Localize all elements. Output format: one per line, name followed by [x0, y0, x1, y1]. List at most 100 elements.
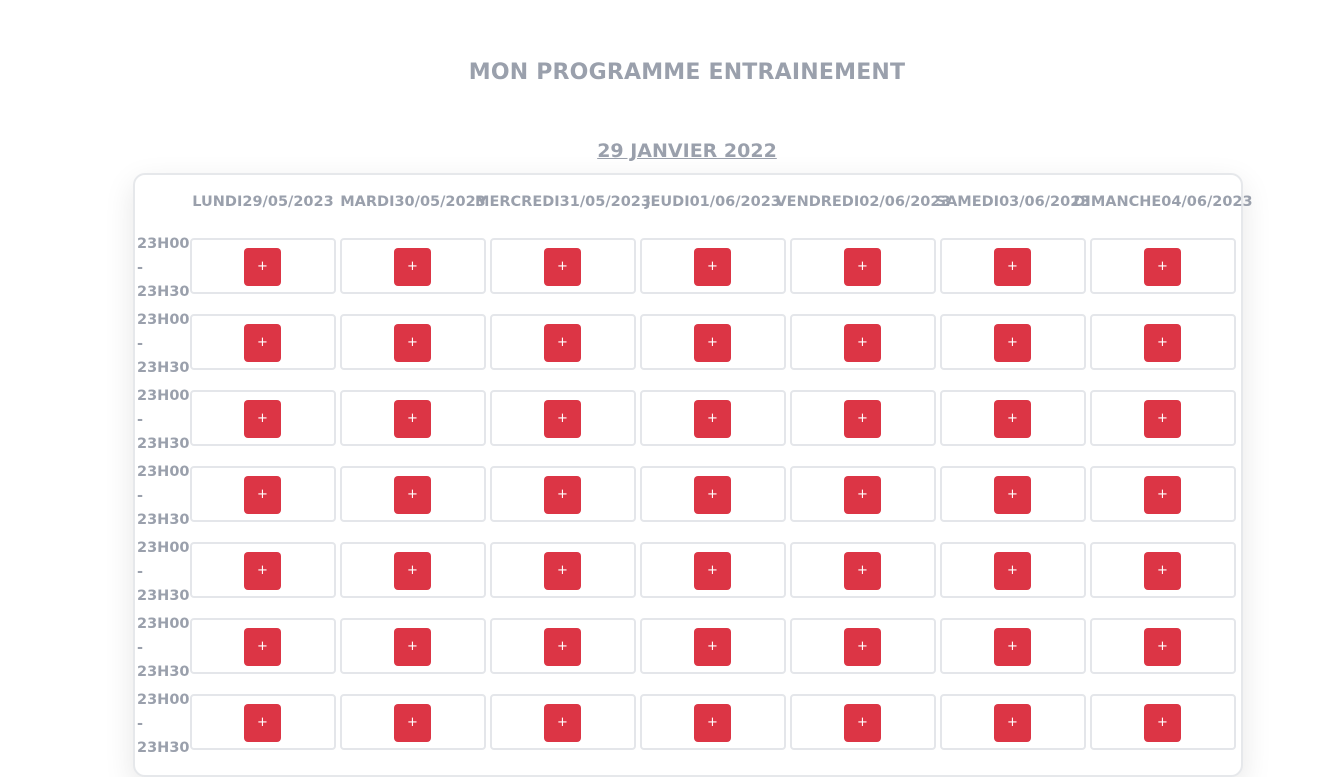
slot-cell-dimanche[interactable]: +: [1090, 694, 1236, 750]
add-session-button[interactable]: +: [844, 628, 881, 666]
add-session-button[interactable]: +: [844, 400, 881, 438]
slot-cell-lundi[interactable]: +: [190, 542, 336, 598]
slot-cell-dimanche[interactable]: +: [1090, 314, 1236, 370]
slot-cell-vendredi[interactable]: +: [790, 238, 936, 294]
add-session-button[interactable]: +: [1144, 552, 1181, 590]
slot-cell-mercredi[interactable]: +: [490, 314, 636, 370]
slot-cell-lundi[interactable]: +: [190, 618, 336, 674]
slot-cell-lundi[interactable]: +: [190, 314, 336, 370]
add-session-button[interactable]: +: [1144, 704, 1181, 742]
slot-cell-vendredi[interactable]: +: [790, 618, 936, 674]
add-session-button[interactable]: +: [244, 704, 281, 742]
slot-cell-vendredi[interactable]: +: [790, 466, 936, 522]
add-session-button[interactable]: +: [694, 628, 731, 666]
add-session-button[interactable]: +: [994, 476, 1031, 514]
slot-cell-jeudi[interactable]: +: [640, 314, 786, 370]
slot-cell-mercredi[interactable]: +: [490, 694, 636, 750]
add-session-button[interactable]: +: [844, 324, 881, 362]
slot-cell-dimanche[interactable]: +: [1090, 466, 1236, 522]
add-session-button[interactable]: +: [844, 248, 881, 286]
add-session-button[interactable]: +: [244, 476, 281, 514]
slot-cell-jeudi[interactable]: +: [640, 694, 786, 750]
slot-cell-mardi[interactable]: +: [340, 238, 486, 294]
slot-cell-samedi[interactable]: +: [940, 466, 1086, 522]
add-session-button[interactable]: +: [1144, 400, 1181, 438]
add-session-button[interactable]: +: [544, 400, 581, 438]
slot-cell-mercredi[interactable]: +: [490, 238, 636, 294]
add-session-button[interactable]: +: [394, 552, 431, 590]
slot-cell-lundi[interactable]: +: [190, 238, 336, 294]
add-session-button[interactable]: +: [244, 400, 281, 438]
add-session-button[interactable]: +: [394, 476, 431, 514]
slot-cell-jeudi[interactable]: +: [640, 542, 786, 598]
slot-cell-jeudi[interactable]: +: [640, 618, 786, 674]
add-session-button[interactable]: +: [994, 248, 1031, 286]
add-session-button[interactable]: +: [1144, 628, 1181, 666]
slot-cell-mardi[interactable]: +: [340, 694, 486, 750]
add-session-button[interactable]: +: [994, 324, 1031, 362]
add-session-button[interactable]: +: [694, 324, 731, 362]
slot-cell-mercredi[interactable]: +: [490, 390, 636, 446]
slot-cell-vendredi[interactable]: +: [790, 542, 936, 598]
slot-cell-vendredi[interactable]: +: [790, 314, 936, 370]
add-session-button[interactable]: +: [1144, 324, 1181, 362]
add-session-button[interactable]: +: [544, 628, 581, 666]
slot-cell-mercredi[interactable]: +: [490, 618, 636, 674]
add-session-button[interactable]: +: [844, 704, 881, 742]
add-session-button[interactable]: +: [244, 248, 281, 286]
add-session-button[interactable]: +: [694, 400, 731, 438]
add-session-button[interactable]: +: [994, 628, 1031, 666]
add-session-button[interactable]: +: [694, 248, 731, 286]
slot-cell-jeudi[interactable]: +: [640, 466, 786, 522]
add-session-button[interactable]: +: [394, 704, 431, 742]
slot-cell-samedi[interactable]: +: [940, 314, 1086, 370]
add-session-button[interactable]: +: [694, 552, 731, 590]
add-session-button[interactable]: +: [244, 324, 281, 362]
add-session-button[interactable]: +: [394, 628, 431, 666]
slot-cell-vendredi[interactable]: +: [790, 694, 936, 750]
add-session-button[interactable]: +: [544, 324, 581, 362]
slot-cell-dimanche[interactable]: +: [1090, 542, 1236, 598]
add-session-button[interactable]: +: [394, 248, 431, 286]
add-session-button[interactable]: +: [544, 704, 581, 742]
slot-cell-mercredi[interactable]: +: [490, 466, 636, 522]
add-session-button[interactable]: +: [994, 552, 1031, 590]
add-session-button[interactable]: +: [694, 476, 731, 514]
slot-cell-mardi[interactable]: +: [340, 314, 486, 370]
slot-cell-samedi[interactable]: +: [940, 618, 1086, 674]
slot-cell-samedi[interactable]: +: [940, 694, 1086, 750]
slot-cell-mardi[interactable]: +: [340, 618, 486, 674]
add-session-button[interactable]: +: [244, 628, 281, 666]
slot-cell-dimanche[interactable]: +: [1090, 238, 1236, 294]
add-session-button[interactable]: +: [1144, 248, 1181, 286]
slot-cell-mardi[interactable]: +: [340, 542, 486, 598]
add-session-button[interactable]: +: [994, 400, 1031, 438]
slot-cell-lundi[interactable]: +: [190, 694, 336, 750]
add-session-button[interactable]: +: [994, 704, 1031, 742]
slot-cell-jeudi[interactable]: +: [640, 238, 786, 294]
slot-cell-mardi[interactable]: +: [340, 390, 486, 446]
add-session-button[interactable]: +: [394, 324, 431, 362]
add-session-button[interactable]: +: [844, 476, 881, 514]
slot-cell-dimanche[interactable]: +: [1090, 390, 1236, 446]
add-session-button[interactable]: +: [1144, 476, 1181, 514]
slot-cell-lundi[interactable]: +: [190, 390, 336, 446]
slot-cell-samedi[interactable]: +: [940, 390, 1086, 446]
date-heading[interactable]: 29 JANVIER 2022: [597, 140, 777, 162]
slot-cell-mardi[interactable]: +: [340, 466, 486, 522]
slot-cell-mercredi[interactable]: +: [490, 542, 636, 598]
add-session-button[interactable]: +: [544, 476, 581, 514]
add-session-button[interactable]: +: [244, 552, 281, 590]
slot-cell-dimanche[interactable]: +: [1090, 618, 1236, 674]
add-session-button[interactable]: +: [544, 248, 581, 286]
slot-cell-samedi[interactable]: +: [940, 238, 1086, 294]
add-session-button[interactable]: +: [394, 400, 431, 438]
slot-cell-lundi[interactable]: +: [190, 466, 336, 522]
time-slot-end: 23H30: [137, 512, 190, 528]
add-session-button[interactable]: +: [544, 552, 581, 590]
slot-cell-jeudi[interactable]: +: [640, 390, 786, 446]
slot-cell-vendredi[interactable]: +: [790, 390, 936, 446]
slot-cell-samedi[interactable]: +: [940, 542, 1086, 598]
add-session-button[interactable]: +: [694, 704, 731, 742]
add-session-button[interactable]: +: [844, 552, 881, 590]
